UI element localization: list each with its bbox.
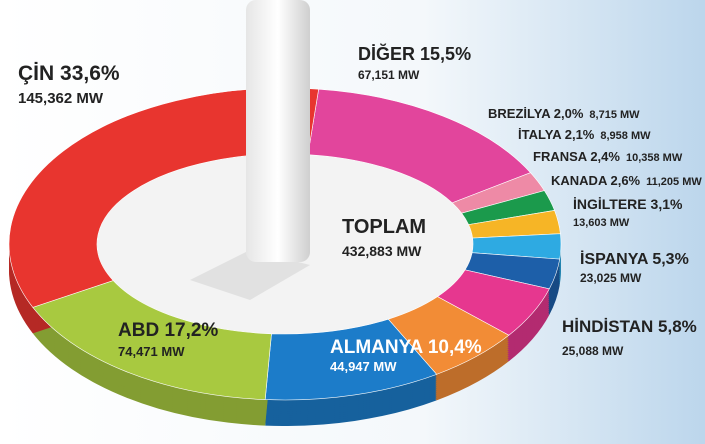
percent-label: 5,3%	[652, 251, 688, 268]
capacity-label: 8,958 MW	[600, 130, 651, 142]
slice-label: İNGİLTERE 3,1%	[573, 196, 683, 212]
category-name: İTALYA	[518, 127, 562, 142]
slice-label: DİĞER 15,5%	[358, 43, 471, 64]
capacity-label: 8,715 MW	[589, 109, 640, 121]
capacity-label: 11,205 MW	[646, 176, 702, 188]
category-name: ÇİN	[18, 62, 54, 85]
slice-label: ABD 17,2%	[118, 320, 218, 341]
category-name: FRANSA	[533, 149, 588, 164]
percent-label: 2,6%	[610, 173, 640, 188]
capacity-label: 44,947 MW	[330, 359, 397, 374]
category-name: BREZİLYA	[488, 106, 551, 121]
category-name: İNGİLTERE	[573, 196, 647, 212]
slice-label: İSPANYA 5,3%	[580, 250, 689, 268]
percent-label: 33,6%	[60, 62, 120, 85]
total-label: TOPLAM	[342, 216, 426, 238]
slice-label: ÇİN 33,6%	[18, 62, 120, 85]
capacity-label: 67,151 MW	[358, 68, 420, 82]
slice-label: ALMANYA 10,4%	[330, 337, 482, 358]
capacity-label: 23,025 MW	[580, 271, 642, 285]
capacity-label: 74,471 MW	[118, 344, 185, 359]
slice-label: İTALYA 2,1%	[518, 127, 595, 142]
percent-label: 15,5%	[420, 44, 471, 64]
percent-label: 2,1%	[565, 127, 595, 142]
slice-label: HİNDİSTAN 5,8%	[562, 317, 697, 336]
slice-label: FRANSA 2,4%	[533, 149, 620, 164]
capacity-label: 25,088 MW	[562, 344, 624, 358]
capacity-label: 13,603 MW	[573, 217, 630, 229]
category-name: ABD	[118, 320, 159, 341]
category-name: HİNDİSTAN	[562, 317, 653, 336]
pole-shadow	[190, 250, 310, 300]
percent-label: 5,8%	[658, 317, 697, 336]
capacity-label: 10,358 MW	[626, 152, 683, 164]
percent-label: 2,4%	[590, 149, 620, 164]
pole	[246, 0, 310, 262]
percent-label: 3,1%	[651, 196, 683, 212]
capacity-label: 145,362 MW	[18, 90, 104, 107]
total-value: 432,883 MW	[342, 243, 422, 259]
category-name: DİĞER	[358, 43, 415, 64]
donut	[8, 87, 562, 426]
category-name: KANADA	[551, 173, 608, 188]
percent-label: 10,4%	[428, 337, 482, 358]
slice-label: KANADA 2,6%	[551, 173, 641, 188]
category-name: ALMANYA	[330, 337, 424, 358]
slice-label: BREZİLYA 2,0%	[488, 106, 584, 121]
percent-label: 17,2%	[164, 320, 218, 341]
category-name: İSPANYA	[580, 250, 649, 268]
percent-label: 2,0%	[554, 106, 584, 121]
